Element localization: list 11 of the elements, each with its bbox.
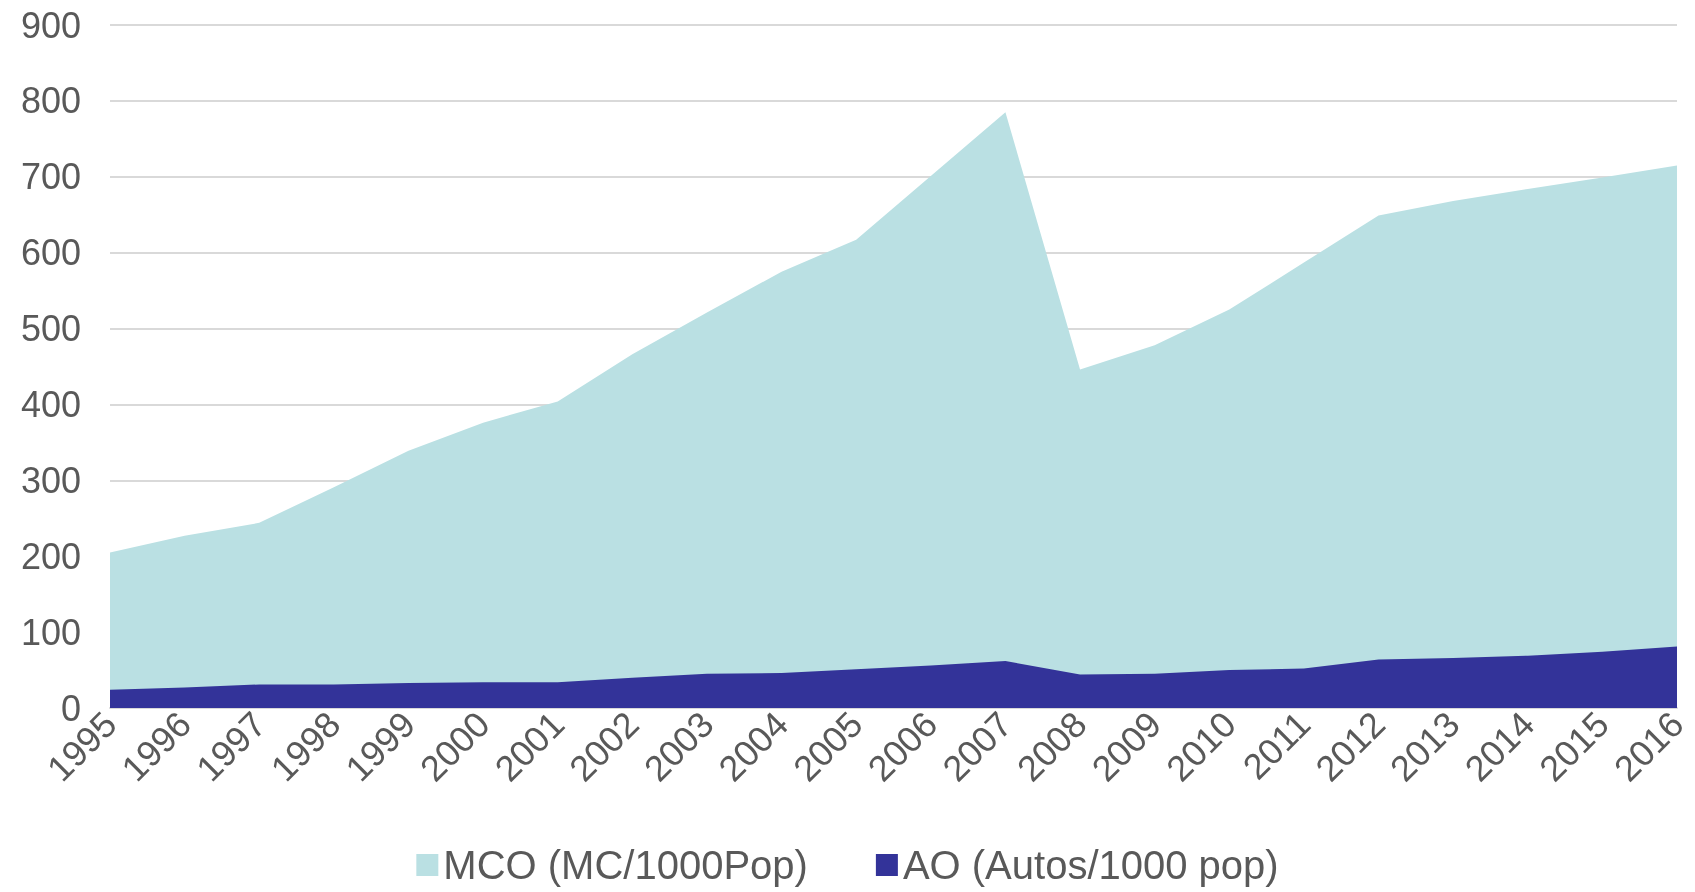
y-tick-label: 100 bbox=[20, 611, 81, 653]
y-tick-label: 800 bbox=[20, 80, 81, 122]
y-tick-label: 700 bbox=[20, 156, 81, 198]
legend-label: MCO (MC/1000Pop) bbox=[443, 843, 808, 887]
legend-label: AO (Autos/1000 pop) bbox=[902, 843, 1279, 887]
y-tick-label: 500 bbox=[20, 308, 81, 350]
y-tick-label: 400 bbox=[20, 383, 81, 425]
y-tick-label: 900 bbox=[20, 4, 81, 46]
y-tick-label: 300 bbox=[20, 459, 81, 501]
y-tick-label: 600 bbox=[20, 232, 81, 274]
y-tick-label: 200 bbox=[20, 535, 81, 577]
